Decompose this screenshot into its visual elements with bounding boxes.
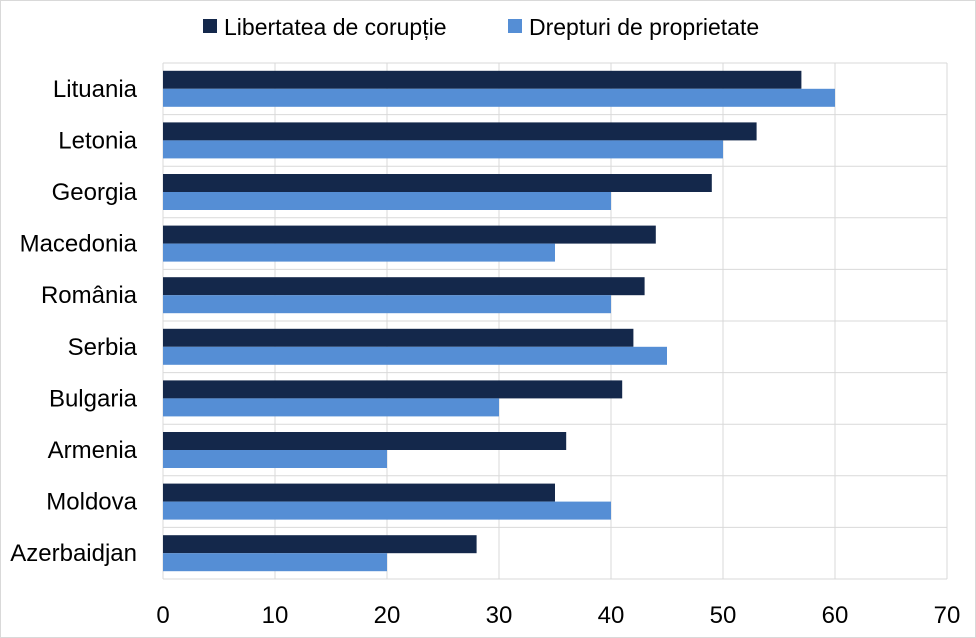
category-label: Georgia [52,179,138,206]
x-tick-label: 50 [710,602,737,629]
bar-drepturi [163,553,387,572]
bar-drepturi [163,501,611,520]
category-label: Macedonia [20,231,138,258]
x-tick-label: 40 [598,602,625,629]
legend-label-drepturi: Drepturi de proprietate [529,14,759,40]
category-label: Armenia [48,437,138,464]
legend-swatch-drepturi [508,19,522,33]
bar-libertatea [163,70,802,89]
bar-libertatea [163,277,645,296]
bar-libertatea [163,380,623,399]
category-labels: Lituania Letonia Georgia Macedonia România Se… [10,76,137,567]
bar-drepturi [163,398,499,417]
x-tick-label: 0 [156,602,169,629]
x-tick-label: 30 [486,602,513,629]
category-label: Azerbaidjan [10,540,137,567]
category-label: România [41,282,138,309]
category-label: Serbia [68,334,138,361]
bar-drepturi [163,243,555,262]
bar-libertatea [163,483,555,502]
bar-drepturi [163,88,835,107]
bars [163,70,835,572]
bar-libertatea [163,122,757,141]
bar-drepturi [163,140,723,159]
x-axis-tick-labels: 0 10 20 30 40 50 60 70 [156,602,960,629]
legend-swatch-libertatea [203,19,217,33]
category-label: Letonia [58,127,137,154]
x-tick-label: 20 [374,602,401,629]
bar-libertatea [163,535,477,554]
legend-label-libertatea: Libertatea de corupție [224,14,447,40]
category-label: Moldova [46,489,137,516]
bar-drepturi [163,192,611,210]
bar-libertatea [163,432,567,450]
bar-drepturi [163,295,611,314]
bar-libertatea [163,174,712,192]
category-label: Lituania [53,76,138,103]
bar-libertatea [163,225,656,244]
bar-drepturi [163,346,667,365]
category-label: Bulgaria [49,385,138,412]
bar-libertatea [163,328,634,347]
x-tick-label: 60 [822,602,849,629]
legend: Libertatea de corupție Drepturi de propr… [203,14,759,40]
x-tick-label: 70 [934,602,961,629]
x-tick-label: 10 [262,602,289,629]
bar-drepturi [163,450,387,468]
